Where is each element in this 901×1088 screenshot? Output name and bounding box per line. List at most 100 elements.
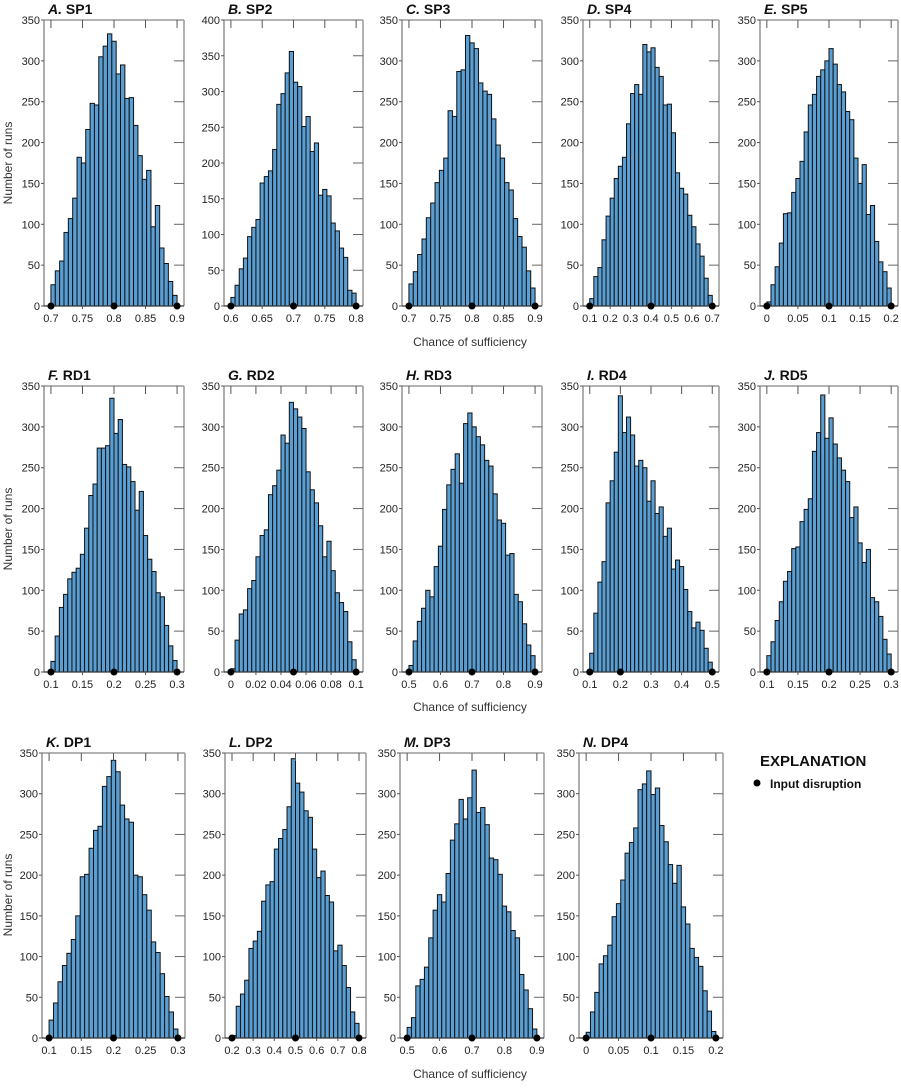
histogram-bar bbox=[517, 236, 523, 307]
histogram-bar bbox=[832, 443, 838, 673]
histogram-bar bbox=[79, 553, 86, 673]
histogram-bar bbox=[469, 42, 475, 307]
histogram-bar bbox=[803, 131, 809, 307]
histogram-bar bbox=[706, 1010, 713, 1039]
y-tick-label: 0 bbox=[569, 1033, 575, 1045]
histogram-bar bbox=[882, 638, 888, 673]
x-tick-label: 0.05 bbox=[608, 1045, 629, 1057]
y-axis-label-row1: Number of runs bbox=[1, 122, 15, 205]
histogram-bar bbox=[480, 807, 486, 1039]
panel-name: SP1 bbox=[66, 1, 93, 17]
y-tick-label: 300 bbox=[738, 422, 756, 434]
histogram-bar bbox=[882, 271, 888, 307]
y-tick-label: 50 bbox=[386, 260, 398, 272]
input-disruption-marker bbox=[110, 668, 118, 676]
y-tick-label: 50 bbox=[384, 992, 396, 1004]
y-tick-label: 250 bbox=[557, 829, 575, 841]
histogram-bar bbox=[425, 589, 431, 673]
input-disruption-marker bbox=[352, 668, 360, 676]
histogram-bar bbox=[234, 284, 240, 307]
y-tick-label: 300 bbox=[202, 87, 220, 99]
y-tick-label: 350 bbox=[203, 748, 221, 760]
x-tick-label: 0.85 bbox=[135, 313, 156, 325]
panel-title: F. RD1 bbox=[48, 367, 91, 383]
histogram-bar bbox=[89, 102, 95, 307]
x-tick-label: 0.7 bbox=[464, 1045, 479, 1057]
histogram-bar bbox=[433, 566, 439, 673]
histogram-bar bbox=[642, 44, 648, 307]
histogram-bar bbox=[263, 176, 269, 307]
panel-rd4: 0 50 100 150 200 250 300 350 0.1 0.2 0.3 0.4 0.5 I. R… bbox=[561, 367, 720, 691]
histogram-bar bbox=[280, 434, 286, 673]
histogram-bar bbox=[687, 214, 693, 307]
histogram-bar bbox=[609, 480, 615, 673]
y-tick-label: 100 bbox=[561, 585, 579, 597]
histogram-bar bbox=[663, 841, 669, 1039]
y-tick-label: 350 bbox=[561, 15, 579, 27]
y-tick-label: 0 bbox=[573, 301, 579, 313]
histogram-bar bbox=[238, 268, 244, 307]
x-tick-label: 0.4 bbox=[267, 1045, 282, 1057]
y-tick-label: 150 bbox=[20, 911, 38, 923]
histogram-bar bbox=[471, 769, 477, 1039]
histogram-bar bbox=[451, 115, 458, 307]
y-tick-label: 100 bbox=[203, 952, 221, 964]
input-disruption-marker bbox=[825, 302, 833, 310]
histogram-bar bbox=[415, 985, 421, 1039]
histogram-bar bbox=[510, 930, 516, 1039]
x-tick-label: 0.1 bbox=[43, 679, 58, 691]
histogram-bar bbox=[326, 540, 332, 673]
y-tick-label: 50 bbox=[26, 992, 38, 1004]
x-tick-label: 0.1 bbox=[41, 1045, 56, 1057]
histogram-bar bbox=[93, 829, 99, 1039]
input-disruption-marker bbox=[47, 668, 55, 676]
histogram-bar bbox=[658, 75, 664, 307]
x-tick-label: 0.3 bbox=[246, 1045, 261, 1057]
input-disruption-marker bbox=[887, 668, 895, 676]
panel-rd1: 0 50 100 150 200 250 300 350 0.1 0.15 0.2 0.25 0.3 F.… bbox=[22, 367, 185, 691]
panel-dp4: 0 50 100 150 200 250 300 350 0 0.05 0.1 0.15 0.2 N. D… bbox=[557, 734, 724, 1057]
histogram-bar bbox=[691, 226, 697, 307]
x-tick-label: 0.2 bbox=[224, 1045, 239, 1057]
input-disruption-marker bbox=[647, 1034, 655, 1042]
histogram-bar bbox=[63, 593, 69, 673]
histogram-bar bbox=[130, 481, 136, 673]
y-tick-label: 0 bbox=[750, 301, 756, 313]
y-tick-label: 350 bbox=[202, 51, 220, 63]
histogram-bar bbox=[265, 884, 271, 1039]
histogram-bar bbox=[816, 432, 822, 673]
y-tick-label: 250 bbox=[20, 829, 38, 841]
histogram-bar bbox=[98, 56, 104, 307]
histogram-bar bbox=[641, 783, 648, 1039]
panel-title: J. RD5 bbox=[764, 367, 808, 383]
histogram-bar bbox=[71, 571, 77, 673]
histogram-bar bbox=[417, 254, 423, 307]
panel-letter: K. bbox=[46, 734, 64, 750]
histogram-bar bbox=[845, 111, 851, 307]
histogram-bar bbox=[450, 468, 456, 673]
input-disruption-marker bbox=[290, 668, 297, 676]
panel-name: DP4 bbox=[601, 734, 628, 750]
y-tick-label: 250 bbox=[22, 97, 40, 109]
histogram-bar bbox=[96, 447, 102, 673]
y-tick-label: 300 bbox=[378, 789, 396, 801]
histogram-bar bbox=[491, 118, 497, 307]
histogram-bar bbox=[597, 267, 603, 307]
y-tick-label: 150 bbox=[380, 178, 398, 190]
histogram-bar bbox=[634, 465, 640, 673]
histogram-bar bbox=[436, 894, 443, 1039]
histogram-bar bbox=[492, 493, 498, 673]
histogram-bar bbox=[443, 157, 449, 307]
histogram-bar bbox=[654, 787, 661, 1039]
histogram-bar bbox=[646, 500, 652, 673]
histogram-bar bbox=[460, 69, 466, 307]
histogram-bar bbox=[449, 839, 456, 1039]
input-disruption-marker bbox=[292, 1034, 299, 1042]
histogram-bar bbox=[514, 937, 521, 1039]
histogram-bar bbox=[345, 987, 352, 1039]
panel-name: RD5 bbox=[780, 367, 808, 383]
histogram-bar bbox=[496, 519, 502, 673]
panel-name: RD2 bbox=[247, 367, 275, 383]
x-tick-label: 0.9 bbox=[169, 313, 184, 325]
